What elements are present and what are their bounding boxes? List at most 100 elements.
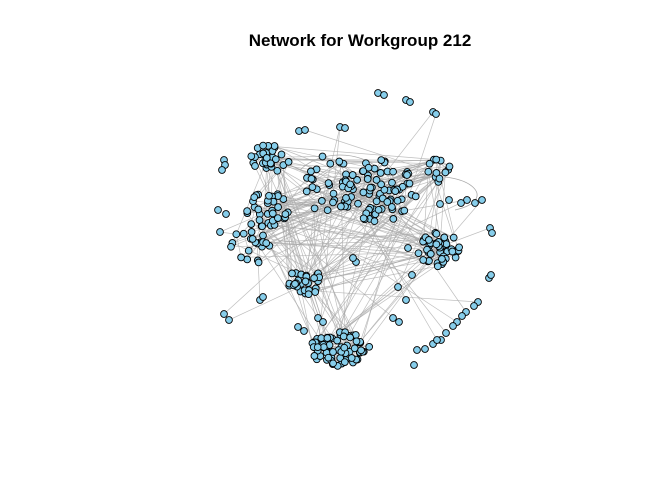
network-node [274, 203, 282, 211]
network-node [359, 167, 368, 175]
network-node [214, 206, 222, 214]
network-edge [257, 147, 341, 333]
network-node [395, 318, 403, 326]
network-node [471, 199, 479, 207]
network-node [329, 348, 337, 356]
network-edge [306, 208, 315, 277]
network-node [354, 199, 362, 208]
network-node [222, 210, 230, 218]
network-node [254, 205, 263, 214]
network-node [324, 179, 333, 187]
network-edge [336, 172, 437, 341]
network-edge [389, 200, 467, 313]
network-node [413, 346, 421, 354]
network-node [281, 210, 290, 218]
network-node [271, 155, 280, 164]
network-node [380, 91, 388, 99]
network-node [259, 293, 267, 301]
network-node [310, 274, 318, 282]
network-node [266, 159, 275, 168]
plot-title: Network for Workgroup 212 [248, 31, 472, 50]
network-node [470, 302, 478, 310]
network-node [340, 358, 349, 366]
network-edge [439, 172, 446, 248]
network-node [449, 233, 458, 242]
network-edge [285, 213, 324, 323]
network-node [227, 242, 235, 251]
network-edge [277, 193, 441, 253]
network-node [414, 249, 423, 258]
network-node [284, 158, 293, 166]
network-node [421, 345, 429, 353]
network-edge [316, 159, 435, 360]
network-node [220, 310, 228, 318]
network-node [442, 329, 450, 337]
network-edge [357, 173, 409, 360]
network-edge [357, 203, 438, 341]
network-node [304, 290, 313, 299]
network-edge [258, 212, 367, 263]
network-edge [404, 199, 468, 211]
network-node [254, 258, 263, 267]
network-node [388, 203, 396, 211]
network-node [349, 254, 357, 262]
network-node [432, 110, 440, 118]
network-node [404, 244, 412, 252]
network-node [302, 187, 311, 196]
network-node [432, 240, 441, 249]
network-node [448, 247, 457, 256]
network-node [441, 168, 450, 177]
network-node [433, 336, 441, 344]
network-node [352, 337, 361, 346]
network-node [273, 166, 282, 175]
network-edge [223, 205, 344, 315]
network-edge [339, 207, 371, 333]
network-node [301, 277, 310, 286]
network-node [433, 262, 442, 271]
network-node [478, 196, 486, 204]
network-node [432, 155, 441, 164]
network-node [419, 256, 428, 264]
network-node [335, 157, 344, 166]
network-node [383, 198, 392, 206]
network-edge [261, 226, 319, 274]
network-node [359, 214, 368, 223]
network-node [339, 332, 348, 341]
network-node [323, 206, 332, 215]
network-node [402, 296, 410, 304]
network-edge [317, 250, 429, 275]
network-node [366, 183, 375, 192]
network-edge [306, 199, 468, 276]
network-node [277, 150, 286, 159]
network-edge [359, 199, 483, 343]
network-node [445, 162, 454, 171]
network-node [394, 283, 402, 291]
network-edge [262, 145, 359, 343]
network-node [247, 220, 256, 228]
network-node [372, 176, 381, 184]
network-node [370, 217, 379, 226]
network-node [376, 169, 385, 177]
network-edge [256, 243, 324, 345]
network-edge [262, 241, 419, 254]
network-node [313, 343, 322, 352]
network-node [408, 271, 416, 279]
network-node [265, 191, 273, 200]
network-node [463, 196, 471, 204]
network-node [323, 334, 332, 342]
network-node [288, 269, 296, 278]
node-layer [214, 89, 496, 370]
network-node [425, 236, 433, 244]
network-node [225, 316, 233, 324]
network-node [389, 215, 398, 223]
network-node [294, 323, 302, 331]
network-edge [304, 289, 479, 303]
network-node [307, 174, 316, 183]
network-node [318, 152, 327, 161]
network-node [372, 197, 381, 206]
network-node [357, 346, 365, 355]
network-node [391, 187, 400, 195]
network-node [307, 167, 315, 176]
network-edge [262, 162, 446, 173]
